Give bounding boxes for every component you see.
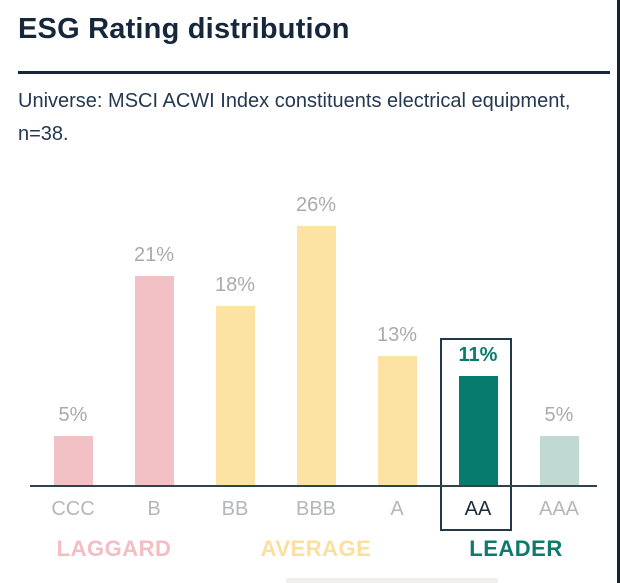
- group-label-laggard: LAGGARD: [56, 536, 172, 561]
- value-label-b: 21%: [133, 244, 175, 266]
- bar-bbb: [296, 226, 336, 486]
- category-label-bbb: BBB: [295, 498, 337, 520]
- bar-b: [134, 276, 174, 486]
- value-label-bbb: 26%: [295, 194, 337, 216]
- category-label-b: B: [147, 498, 161, 520]
- category-label-bb: BB: [221, 498, 249, 520]
- value-label-aaa: 5%: [544, 404, 574, 426]
- bar-a: [377, 356, 417, 486]
- bottom-edge-artifact: [286, 578, 498, 583]
- value-label-aa: 11%: [458, 344, 498, 366]
- x-axis-line: [30, 485, 597, 487]
- aa-highlight-box: [440, 338, 512, 531]
- category-label-aa: AA: [464, 498, 492, 520]
- category-label-ccc: CCC: [51, 498, 95, 520]
- category-label-a: A: [390, 498, 404, 520]
- value-label-a: 13%: [376, 324, 418, 346]
- bar-bb: [215, 306, 255, 486]
- group-label-average: AVERAGE: [260, 536, 372, 561]
- subtitle-line-1: Universe: MSCI ACWI Index constituents e…: [18, 90, 571, 112]
- value-label-bb: 18%: [214, 274, 256, 296]
- bar-aa: [458, 376, 498, 486]
- subtitle-line-2: n=38.: [18, 123, 69, 145]
- bar-ccc: [53, 436, 93, 486]
- page-title: ESG Rating distribution: [18, 13, 350, 45]
- category-label-aaa: AAA: [538, 498, 580, 520]
- image-right-border: [617, 0, 620, 583]
- group-label-leader: LEADER: [469, 536, 563, 561]
- value-label-ccc: 5%: [58, 404, 88, 426]
- bar-aaa: [539, 436, 579, 486]
- chart-subtitle: Universe: MSCI ACWI Index constituents e…: [18, 85, 608, 151]
- title-divider: [18, 71, 610, 74]
